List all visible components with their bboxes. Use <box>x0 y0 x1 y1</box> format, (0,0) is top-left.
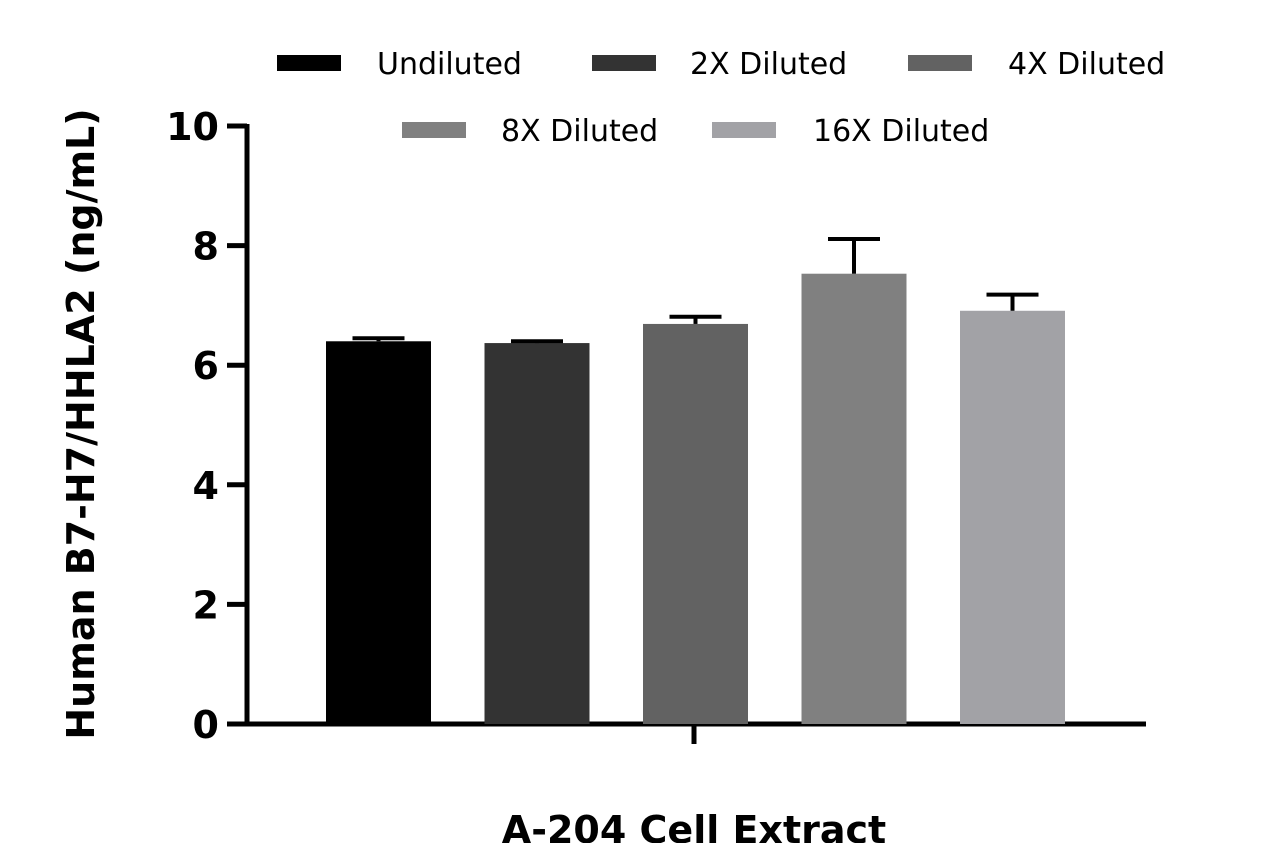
legend-swatch <box>712 122 776 138</box>
legend-swatch <box>592 55 656 71</box>
legend-label: 2X Diluted <box>690 47 847 82</box>
legend-swatch <box>277 55 341 71</box>
y-axis-title: Human B7-H7/HHLA2 (ng/mL) <box>59 108 103 739</box>
y-tick-label: 10 <box>166 105 219 149</box>
y-tick-label: 4 <box>193 464 219 508</box>
y-tick-label: 2 <box>193 583 219 627</box>
bar-undiluted <box>326 341 431 724</box>
y-tick-label: 0 <box>193 703 219 747</box>
error-bars <box>352 237 1039 344</box>
y-axis-ticks: 0 2 4 6 8 10 <box>166 105 247 747</box>
bar-2x-diluted <box>484 343 590 724</box>
legend-label: Undiluted <box>377 47 522 82</box>
bar-4x-diluted <box>643 323 748 724</box>
legend-label: 4X Diluted <box>1008 47 1165 82</box>
y-tick-label: 8 <box>193 225 219 269</box>
y-tick-label: 6 <box>193 344 219 388</box>
x-axis-title: A-204 Cell Extract <box>502 808 886 843</box>
legend-label: 16X Diluted <box>813 114 989 149</box>
legend-swatch <box>908 55 972 71</box>
legend-label: 8X Diluted <box>501 114 658 149</box>
bars <box>326 273 1065 724</box>
legend: Undiluted 2X Diluted 4X Diluted 8X Diluted 1… <box>277 47 1165 149</box>
bar-16x-diluted <box>960 310 1065 724</box>
legend-swatch <box>402 122 466 138</box>
bar-8x-diluted <box>801 273 907 724</box>
